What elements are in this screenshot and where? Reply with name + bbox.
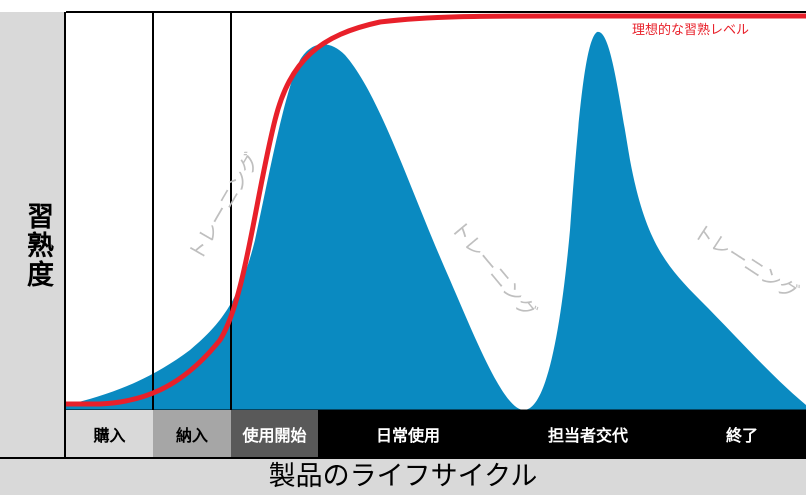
stage-label: 使用開始 — [242, 425, 307, 445]
y-axis-label: 習熟度 — [22, 202, 53, 289]
stage-label: 終了 — [725, 425, 758, 445]
stage-delivery: 納入 — [153, 410, 231, 457]
stage-purchase: 購入 — [66, 410, 153, 457]
x-axis-label: 製品のライフサイクル — [268, 461, 538, 492]
stage-label: 担当者交代 — [547, 425, 628, 445]
stage-label: 購入 — [93, 425, 126, 445]
x-axis-band: 製品のライフサイクル — [0, 457, 806, 495]
stage-start-use: 使用開始 — [231, 410, 318, 457]
stage-end: 終了 — [678, 410, 806, 457]
ideal-level-label: 理想的な習熟レベル — [632, 22, 749, 38]
stage-label: 日常使用 — [375, 425, 440, 445]
ideal-proficiency-line — [66, 13, 806, 407]
y-axis-band: 習熟度 — [0, 12, 66, 457]
stage-label: 納入 — [175, 425, 208, 445]
stage-daily-use: 日常使用 — [318, 410, 498, 457]
stage-handover: 担当者交代 — [498, 410, 678, 457]
proficiency-curve — [66, 31, 806, 411]
